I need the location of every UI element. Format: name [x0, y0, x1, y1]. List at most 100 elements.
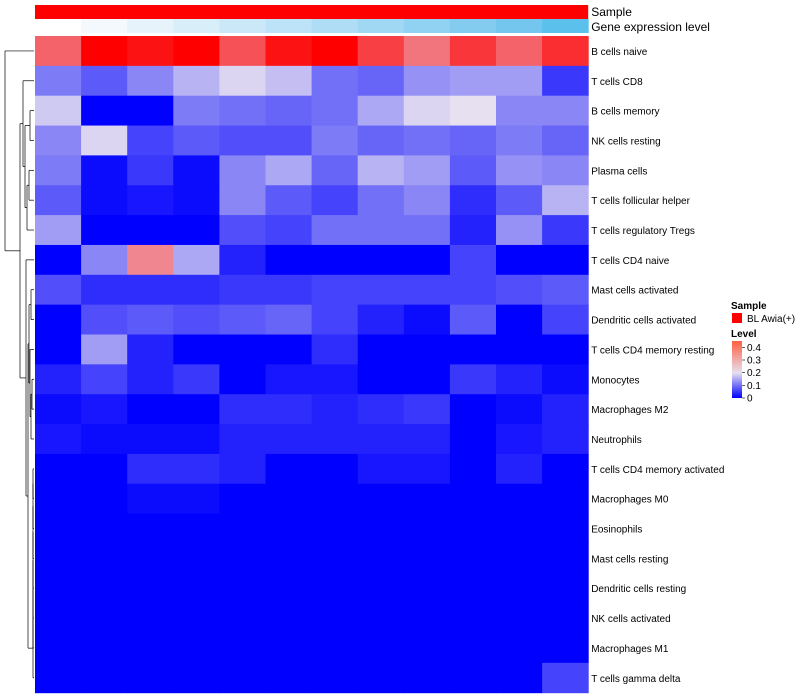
- heatmap-cell: [496, 573, 543, 604]
- row-label: T cells CD4 memory activated: [591, 465, 724, 476]
- legend-tick-label: 0.3: [747, 356, 761, 367]
- heatmap-cell: [219, 65, 266, 97]
- heatmap-cell: [542, 573, 589, 604]
- heatmap-cell: [449, 573, 497, 604]
- heatmap-cell: [496, 36, 543, 67]
- heatmap-cell: [496, 125, 543, 156]
- heatmap-cell: [219, 573, 266, 604]
- heatmap-cell: [449, 513, 497, 544]
- heatmap-cell: [265, 364, 313, 395]
- heatmap-cell: [173, 125, 220, 156]
- heatmap-cell: [311, 274, 359, 306]
- heatmap-cell: [173, 65, 220, 97]
- heatmap-cells: [35, 36, 589, 694]
- heatmap-cell: [542, 513, 589, 544]
- heatmap-cell: [265, 483, 313, 515]
- legend-sample-swatch: [732, 313, 742, 323]
- heatmap-cell: [265, 304, 313, 335]
- heatmap-cell: [496, 424, 543, 455]
- heatmap-cell: [403, 513, 451, 544]
- heatmap-cell: [265, 394, 313, 425]
- row-label: Macrophages M2: [591, 405, 669, 416]
- heatmap-cell: [357, 573, 405, 604]
- heatmap-cell: [449, 244, 497, 276]
- heatmap-cell: [403, 394, 451, 425]
- heatmap-cell: [311, 633, 359, 664]
- row-label: T cells regulatory Tregs: [591, 226, 695, 237]
- heatmap-cell: [542, 185, 589, 216]
- heatmap-cell: [357, 215, 405, 246]
- expression-track-cell: [496, 19, 543, 33]
- heatmap-cell: [449, 543, 497, 574]
- heatmap-cell: [265, 244, 313, 276]
- heatmap-cell: [311, 215, 359, 246]
- heatmap-cell: [81, 513, 128, 544]
- heatmap-cell: [449, 662, 497, 694]
- heatmap-cell: [311, 483, 359, 515]
- heatmap-cell: [357, 603, 405, 634]
- heatmap-cell: [542, 274, 589, 306]
- heatmap-cell: [357, 95, 405, 127]
- row-label: Dendritic cells resting: [591, 584, 686, 595]
- heatmap-cell: [449, 334, 497, 365]
- row-label: NK cells activated: [591, 614, 670, 625]
- row-label: Plasma cells: [591, 166, 647, 177]
- heatmap-cell: [311, 36, 359, 67]
- heatmap-cell: [357, 483, 405, 515]
- heatmap-cell: [173, 244, 220, 276]
- heatmap-cell: [81, 424, 128, 455]
- legend-level-colorbar: [732, 341, 742, 398]
- heatmap-cell: [81, 543, 128, 574]
- heatmap-cell: [403, 125, 451, 156]
- heatmap-cell: [542, 364, 589, 395]
- heatmap-cell: [219, 662, 266, 694]
- heatmap-cell: [219, 334, 266, 365]
- heatmap-cell: [219, 424, 266, 455]
- heatmap-cell: [449, 394, 497, 425]
- expression-track-cell: [127, 19, 174, 33]
- expression-track-cell: [173, 19, 220, 33]
- legend-level-title: Level: [731, 329, 757, 340]
- heatmap-cell: [127, 394, 174, 425]
- expression-track-cell: [311, 19, 359, 33]
- heatmap-cell: [127, 483, 174, 515]
- heatmap-cell: [173, 633, 220, 664]
- heatmap-cell: [449, 185, 497, 216]
- heatmap-cell: [81, 155, 128, 186]
- heatmap-cell: [173, 483, 220, 515]
- heatmap-cell: [81, 304, 128, 335]
- legend-level-ticks: 0.4 0.30.2 0.1 0: [742, 343, 761, 405]
- heatmap-cell: [127, 274, 174, 306]
- heatmap-cell: [357, 185, 405, 216]
- heatmap-cell: [496, 483, 543, 515]
- heatmap-cell: [311, 453, 359, 485]
- heatmap-cell: [219, 513, 266, 544]
- heatmap-cell: [81, 274, 128, 306]
- heatmap-cell: [219, 95, 266, 127]
- heatmap-cell: [449, 155, 497, 186]
- heatmap-cell: [219, 185, 266, 216]
- heatmap-cell: [265, 155, 313, 186]
- heatmap-cell: [173, 185, 220, 216]
- heatmap-cell: [35, 65, 82, 97]
- sample-track: [35, 5, 589, 19]
- heatmap-cell: [496, 215, 543, 246]
- heatmap-cell: [127, 633, 174, 664]
- heatmap-cell: [35, 483, 82, 515]
- heatmap-cell: [542, 483, 589, 515]
- heatmap-cell: [311, 662, 359, 694]
- heatmap-cell: [449, 95, 497, 127]
- heatmap-cell: [127, 424, 174, 455]
- heatmap-cell: [265, 334, 313, 365]
- row-label: NK cells resting: [591, 136, 660, 147]
- heatmap-cell: [542, 36, 589, 67]
- heatmap-cell: [311, 65, 359, 97]
- legend-tick-label: 0.4: [747, 343, 761, 354]
- heatmap-cell: [403, 65, 451, 97]
- heatmap-cell: [496, 662, 543, 694]
- heatmap-cell: [403, 633, 451, 664]
- expression-track-cell: [35, 19, 82, 33]
- heatmap-cell: [542, 65, 589, 97]
- heatmap-cell: [219, 215, 266, 246]
- heatmap-cell: [127, 364, 174, 395]
